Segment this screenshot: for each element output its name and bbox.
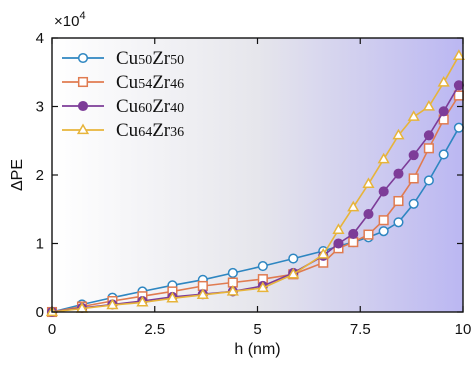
legend-marker bbox=[77, 100, 89, 112]
data-point-Cu64Zr36-9 bbox=[317, 247, 330, 259]
data-point-Cu50Zr50-17 bbox=[438, 149, 449, 160]
data-point-Cu60Zr40-15 bbox=[408, 150, 419, 161]
data-point-Cu64Zr36-8 bbox=[287, 267, 300, 279]
data-point-Cu50Zr50-18 bbox=[453, 122, 464, 133]
data-point-Cu60Zr40-18 bbox=[453, 80, 464, 91]
data-point-Cu64Zr36-5 bbox=[196, 288, 209, 300]
data-point-Cu64Zr36-13 bbox=[377, 152, 390, 164]
x-tick-label: 5 bbox=[253, 321, 261, 338]
data-point-Cu54Zr46-12 bbox=[363, 229, 374, 240]
data-point-Cu64Zr36-7 bbox=[256, 281, 269, 293]
data-point-Cu60Zr40-14 bbox=[393, 168, 404, 179]
series-Cu64Zr36 bbox=[45, 49, 465, 317]
y-tick-label: 3 bbox=[36, 99, 44, 116]
legend-label: Cu50Zr50 bbox=[116, 48, 184, 69]
y-tick-label: 2 bbox=[36, 167, 44, 184]
y-multiplier-exponent: 4 bbox=[79, 10, 85, 22]
data-point-Cu64Zr36-16 bbox=[422, 99, 435, 111]
data-point-Cu54Zr46-14 bbox=[393, 195, 404, 207]
legend: Cu50Zr50 Cu54Zr46 Cu60Zr40 Cu64Zr36 bbox=[62, 48, 184, 141]
x-tick-label: 10 bbox=[455, 321, 472, 338]
data-point-Cu64Zr36-15 bbox=[407, 110, 420, 121]
data-point-Cu50Zr50-6 bbox=[227, 267, 238, 279]
data-point-Cu50Zr50-7 bbox=[257, 261, 268, 272]
legend-marker bbox=[77, 52, 89, 64]
legend-marker bbox=[76, 123, 90, 135]
data-point-Cu64Zr36-17 bbox=[437, 76, 450, 87]
data-point-Cu60Zr40-12 bbox=[363, 208, 374, 220]
legend-item-Cu50Zr50: Cu50Zr50 bbox=[62, 48, 184, 69]
y-multiplier: ×104 bbox=[54, 10, 86, 30]
data-point-Cu54Zr46-13 bbox=[378, 215, 389, 226]
x-tick-label: 0 bbox=[48, 321, 56, 338]
data-point-Cu60Zr40-11 bbox=[348, 228, 359, 239]
legend-item-Cu54Zr46: Cu54Zr46 bbox=[62, 72, 184, 93]
series-layer bbox=[45, 49, 465, 318]
data-point-Cu50Zr50-13 bbox=[378, 226, 389, 237]
y-tick-label: 4 bbox=[36, 30, 44, 47]
data-point-Cu64Zr36-3 bbox=[136, 295, 149, 307]
y-axis-label: ΔPE bbox=[9, 159, 26, 191]
y-tick-label: 1 bbox=[36, 236, 44, 253]
axis-layer: 0 2.5 5 7.5 10 0 1 2 3 4 bbox=[36, 30, 472, 338]
data-point-Cu50Zr50-8 bbox=[288, 253, 299, 264]
legend-item-Cu60Zr40: Cu60Zr40 bbox=[62, 96, 184, 117]
x-axis-label: h (nm) bbox=[234, 341, 280, 358]
legend-label: Cu60Zr40 bbox=[116, 96, 184, 117]
data-point-Cu54Zr46-15 bbox=[408, 173, 419, 184]
data-point-Cu50Zr50-15 bbox=[408, 198, 419, 209]
data-point-Cu54Zr46-16 bbox=[423, 143, 434, 154]
data-point-Cu60Zr40-13 bbox=[378, 186, 389, 197]
data-point-Cu54Zr46-18 bbox=[453, 90, 464, 101]
data-point-Cu64Zr36-10 bbox=[332, 223, 345, 234]
data-point-Cu64Zr36-4 bbox=[166, 291, 179, 303]
data-point-Cu64Zr36-6 bbox=[226, 284, 239, 296]
x-tick-label: 2.5 bbox=[144, 321, 165, 338]
y-tick-label: 0 bbox=[36, 304, 44, 321]
data-point-Cu64Zr36-2 bbox=[106, 298, 119, 310]
data-point-Cu64Zr36-18 bbox=[452, 49, 465, 60]
data-point-Cu60Zr40-10 bbox=[333, 238, 344, 249]
data-point-Cu54Zr46-11 bbox=[348, 237, 359, 248]
data-point-Cu64Zr36-11 bbox=[347, 200, 360, 212]
x-tick-label: 7.5 bbox=[350, 321, 371, 338]
legend-item-Cu64Zr36: Cu64Zr36 bbox=[62, 120, 184, 141]
legend-label: Cu64Zr36 bbox=[116, 120, 184, 141]
data-point-Cu64Zr36-12 bbox=[362, 177, 375, 189]
legend-marker bbox=[77, 76, 89, 88]
data-point-Cu50Zr50-16 bbox=[423, 175, 434, 186]
data-point-Cu64Zr36-14 bbox=[392, 128, 405, 140]
data-point-Cu60Zr40-16 bbox=[423, 130, 434, 141]
data-point-Cu50Zr50-14 bbox=[393, 217, 404, 228]
legend-label: Cu54Zr46 bbox=[116, 72, 184, 93]
data-point-Cu60Zr40-17 bbox=[438, 106, 449, 117]
